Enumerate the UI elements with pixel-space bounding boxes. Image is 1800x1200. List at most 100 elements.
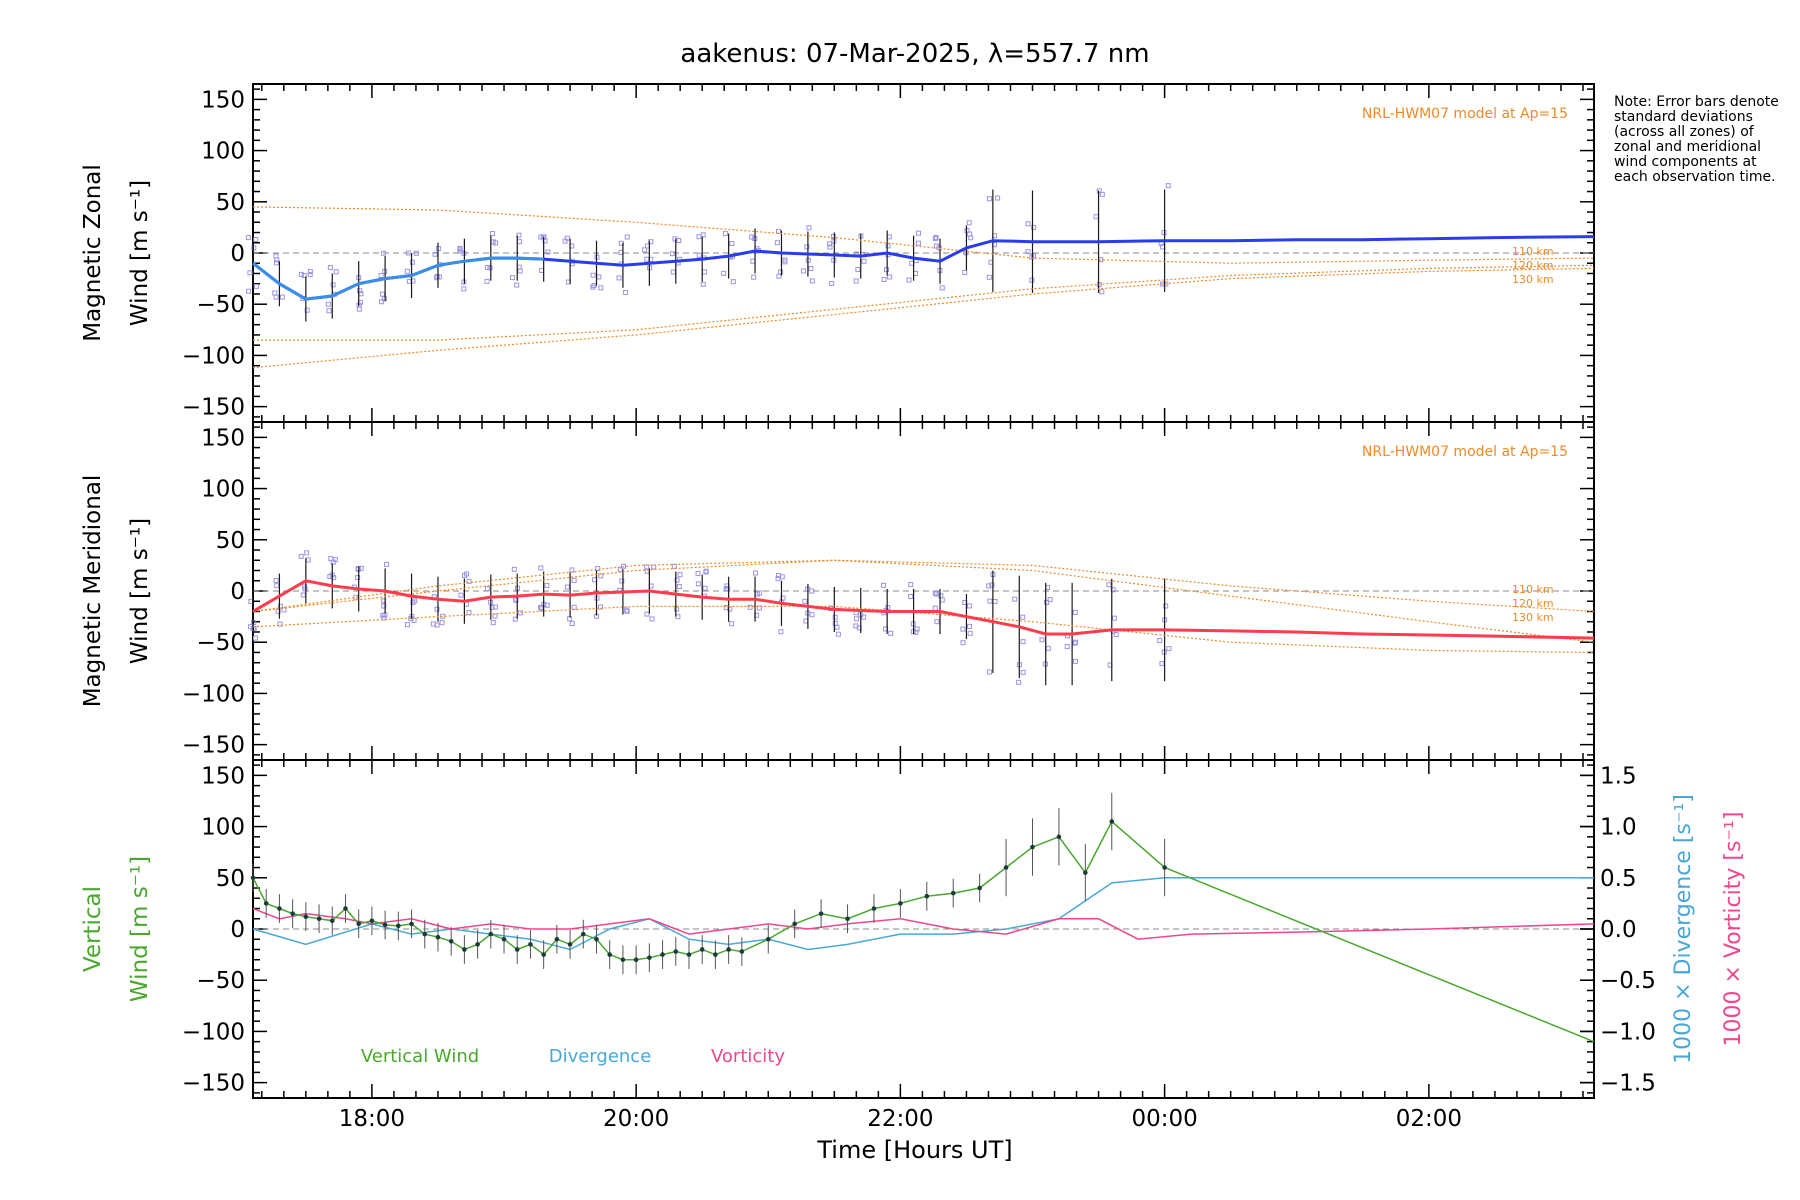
zone-sample-point	[989, 582, 995, 588]
vertical-wind-point	[277, 906, 282, 911]
zone-sample-point	[749, 234, 755, 240]
zone-sample-point	[493, 240, 499, 246]
zone-sample-point	[861, 614, 867, 620]
y-tick-label: −150	[182, 733, 245, 759]
meridional-wind-line	[252, 579, 1595, 640]
vertical-wind-point	[422, 931, 428, 937]
zone-sample-point	[695, 581, 701, 587]
zone-sample-point	[670, 269, 676, 275]
zone-sample-point	[489, 604, 495, 610]
zone-sample-point	[884, 267, 890, 273]
vertical-wind-point	[541, 952, 546, 957]
vertical-wind-point	[818, 911, 824, 916]
zone-sample-point	[333, 269, 339, 275]
right-tick-label: −0.5	[1600, 968, 1656, 994]
right-tick-label: 1.5	[1600, 763, 1637, 789]
vertical-wind-point	[250, 875, 256, 881]
vertical-wind-point	[1162, 865, 1167, 870]
zone-sample-point	[298, 271, 304, 277]
zone-sample-point	[379, 299, 385, 305]
zone-sample-point	[273, 294, 279, 300]
zone-sample-point	[538, 565, 544, 571]
zone-sample-point	[384, 561, 390, 567]
zone-sample-point	[405, 622, 411, 628]
zone-sample-point	[461, 286, 467, 292]
zone-sample-point	[562, 238, 568, 244]
zone-sample-point	[729, 241, 735, 247]
zone-sample-point	[301, 273, 307, 279]
zone-sample-point	[305, 557, 311, 563]
zone-sample-point	[782, 259, 788, 265]
divergence-line	[252, 877, 1594, 951]
zone-sample-point	[538, 234, 544, 240]
zone-sample-point	[434, 275, 440, 281]
zone-sample-point	[304, 307, 310, 313]
zone-sample-point	[803, 618, 809, 624]
zone-sample-point	[623, 289, 629, 295]
zone-sample-point	[356, 306, 362, 312]
vertical-wind-point	[316, 916, 322, 922]
zone-sample-point	[986, 274, 992, 280]
zone-sample-point	[355, 575, 361, 581]
zone-sample-point	[835, 631, 841, 637]
zone-sample-point	[987, 598, 993, 604]
vertical-wind-point	[488, 931, 494, 937]
zone-sample-point	[642, 247, 648, 253]
zone-sample-point	[1039, 637, 1045, 643]
vertical-wind-point	[329, 918, 335, 924]
zone-sample-point	[775, 228, 781, 234]
vertical-wind-point	[765, 936, 771, 942]
zone-sample-point	[776, 273, 782, 279]
right-tick-label: −1.0	[1600, 1019, 1656, 1045]
zone-sample-point	[830, 233, 836, 239]
right-tick-label: 1.0	[1600, 815, 1637, 841]
y-axis-label-line2: Wind [m s⁻¹]	[127, 856, 153, 1002]
zone-sample-point	[1163, 281, 1169, 287]
zone-sample-point	[274, 583, 280, 589]
zone-sample-point	[326, 308, 332, 314]
y-tick-label: −50	[196, 968, 245, 994]
zone-sample-point	[651, 564, 657, 570]
vertical-wind-point	[699, 947, 705, 952]
vertical-wind-point	[898, 901, 903, 906]
model-label: NRL-HWM07 model at Ap=15	[1362, 106, 1568, 122]
zone-sample-point	[808, 266, 814, 272]
zone-sample-point	[490, 620, 496, 626]
zone-sample-point	[307, 271, 313, 277]
zone-sample-point	[490, 231, 496, 237]
vertical-wind-point	[448, 938, 454, 944]
zone-sample-point	[307, 268, 313, 274]
zone-sample-point	[569, 567, 575, 573]
zone-sample-point	[405, 250, 411, 256]
zone-sample-point	[272, 290, 278, 296]
zone-sample-point	[462, 573, 468, 579]
zone-sample-point	[986, 196, 992, 202]
zone-sample-point	[703, 569, 709, 575]
zone-sample-point	[457, 247, 463, 253]
zone-sample-point	[932, 590, 938, 596]
zone-sample-point	[564, 584, 570, 590]
zone-sample-point	[1025, 249, 1031, 255]
zone-sample-point	[1072, 640, 1078, 646]
zone-sample-point	[881, 276, 887, 282]
zone-sample-point	[888, 630, 894, 636]
zone-sample-point	[1016, 679, 1022, 685]
zone-sample-point	[1161, 230, 1167, 236]
y-tick-label: 0	[230, 241, 245, 267]
zone-sample-point	[992, 598, 998, 604]
y-tick-label: 0	[230, 917, 245, 943]
zone-sample-point	[413, 250, 419, 256]
zone-sample-point	[616, 275, 622, 281]
y-tick-label: −100	[182, 681, 245, 707]
zone-sample-point	[251, 245, 257, 251]
zone-sample-point	[434, 606, 440, 612]
zone-sample-point	[804, 244, 810, 250]
zone-sample-point	[251, 620, 257, 626]
y-tick-label: 50	[216, 528, 245, 554]
zone-sample-point	[886, 234, 892, 240]
zone-sample-point	[775, 576, 781, 582]
zone-sample-point	[598, 285, 604, 291]
zone-sample-point	[827, 244, 833, 250]
model-altitude-label: 130 km	[1512, 611, 1554, 624]
